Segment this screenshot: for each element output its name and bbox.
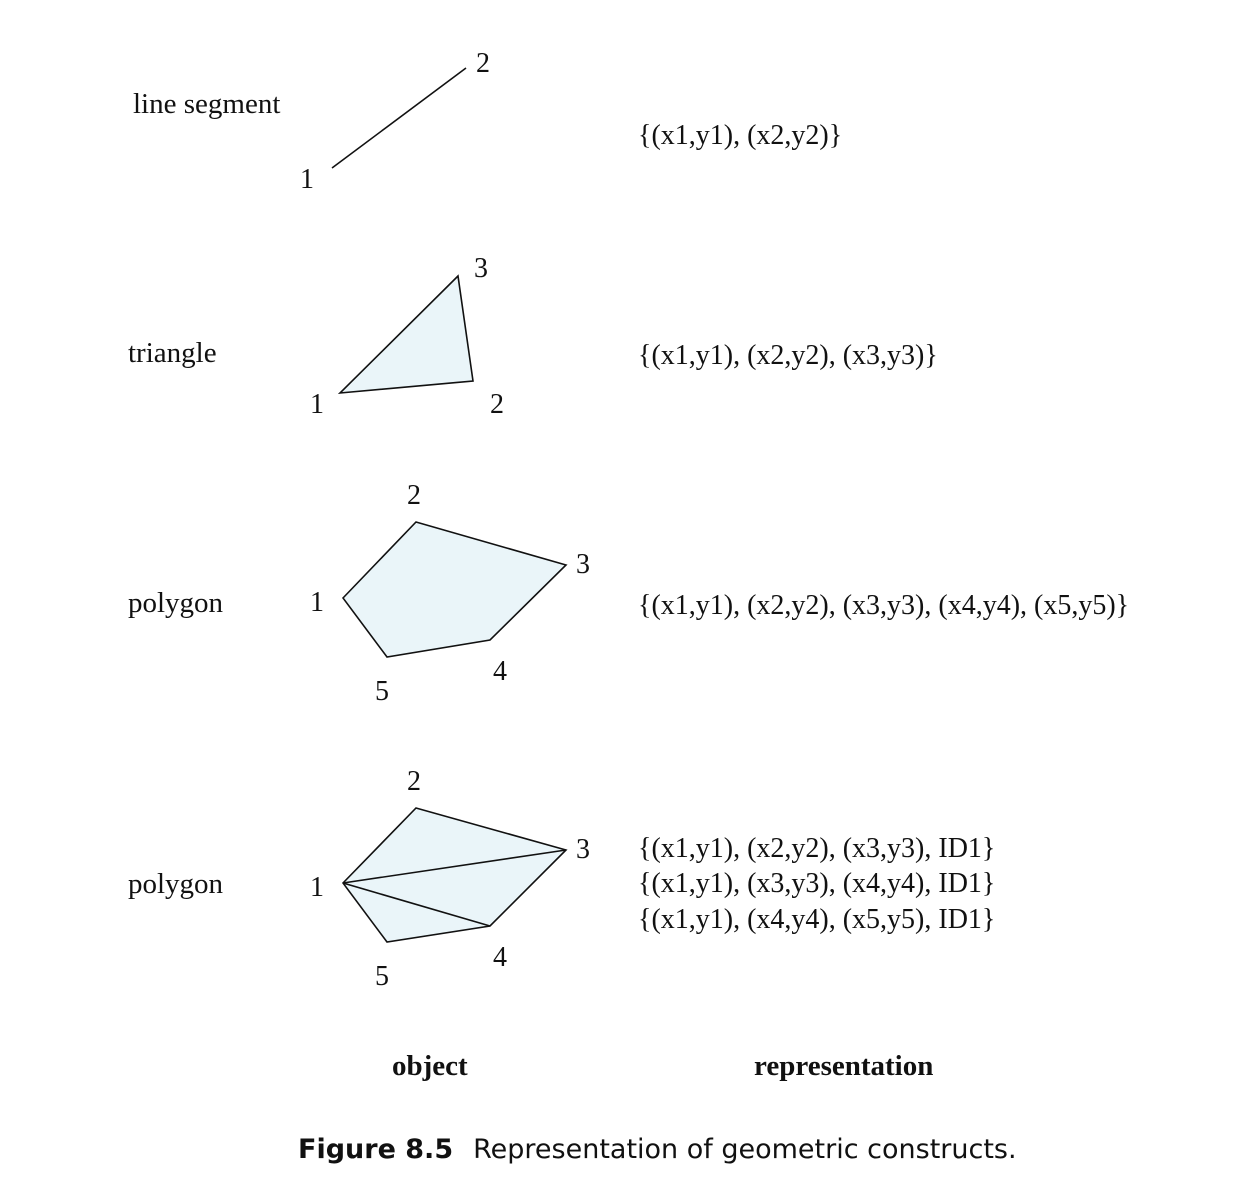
polygon-vertex-1: 1	[310, 587, 324, 618]
row-label-triangle: triangle	[128, 337, 217, 369]
figure-number: Figure 8.5	[298, 1134, 454, 1165]
representation-polygon: {(x1,y1), (x2,y2), (x3,y3), (x4,y4), (x5…	[638, 590, 1130, 621]
polygon-vertex-4: 4	[493, 656, 507, 687]
triangulated-vertex-5: 5	[375, 961, 389, 992]
triangulated-vertex-2: 2	[407, 766, 421, 797]
column-header-object: object	[392, 1050, 468, 1082]
line-segment-shape	[331, 67, 467, 169]
figure-caption-text: Representation of geometric constructs.	[473, 1134, 1017, 1165]
polygon-vertex-5: 5	[375, 676, 389, 707]
triangulated-vertex-1: 1	[310, 872, 324, 903]
triangulated-vertex-3: 3	[576, 834, 590, 865]
representation-triangle: {(x1,y1), (x2,y2), (x3,y3)}	[638, 340, 938, 371]
triangulation-edge-1-3	[342, 849, 567, 884]
triangle-vertex-3: 3	[474, 253, 488, 284]
representation-line-segment: {(x1,y1), (x2,y2)}	[638, 120, 843, 151]
representation-triangle-1: {(x1,y1), (x2,y2), (x3,y3), ID1}	[638, 833, 996, 864]
triangulated-vertex-4: 4	[493, 942, 507, 973]
polygon-vertex-2: 2	[407, 480, 421, 511]
triangle-vertex-1: 1	[310, 389, 324, 420]
column-header-representation: representation	[754, 1050, 934, 1082]
row-label-line-segment: line segment	[133, 88, 281, 120]
line-vertex-1: 1	[300, 164, 314, 195]
polygon-shape	[341, 521, 568, 658]
polygon-vertex-3: 3	[576, 549, 590, 580]
row-label-triangulated-polygon: polygon	[128, 868, 224, 900]
line-vertex-2: 2	[476, 48, 490, 79]
representation-triangle-2: {(x1,y1), (x3,y3), (x4,y4), ID1}	[638, 868, 996, 899]
row-label-polygon: polygon	[128, 587, 224, 619]
triangulation-edge-1-4	[342, 882, 491, 927]
triangle-vertex-2: 2	[490, 389, 504, 420]
triangle-shape	[337, 274, 474, 394]
triangulated-polygon-shape	[341, 807, 568, 943]
figure-caption: Figure 8.5 Representation of geometric co…	[298, 1134, 1017, 1165]
representation-triangle-3: {(x1,y1), (x4,y4), (x5,y5), ID1}	[638, 904, 996, 935]
